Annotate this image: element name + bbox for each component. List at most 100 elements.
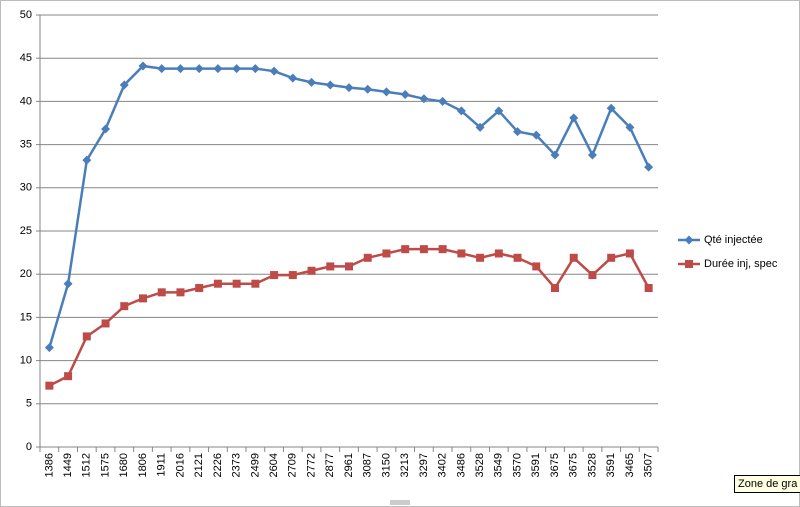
marker <box>101 319 110 328</box>
marker <box>45 381 54 390</box>
marker <box>44 343 54 353</box>
legend-label: Durée inj, spec <box>704 258 778 270</box>
x-tick-label: 3486 <box>455 453 467 477</box>
marker <box>82 155 92 165</box>
marker <box>138 61 148 71</box>
x-tick-label: 2226 <box>212 453 224 477</box>
x-tick-label: 2016 <box>174 453 186 477</box>
x-tick-label: 3675 <box>568 453 580 477</box>
x-tick-label: 3528 <box>474 453 486 477</box>
x-tick-label: 2961 <box>343 453 355 477</box>
marker <box>270 271 279 280</box>
x-tick-label: 2373 <box>231 453 243 477</box>
marker <box>213 279 222 288</box>
x-tick-label: 1575 <box>99 453 111 477</box>
marker <box>250 64 260 74</box>
marker <box>513 127 523 137</box>
marker <box>64 372 73 381</box>
marker <box>232 279 241 288</box>
marker <box>494 106 504 116</box>
x-tick-label: 2121 <box>193 453 205 477</box>
marker <box>419 245 428 254</box>
x-tick-label: 2499 <box>249 453 261 477</box>
marker <box>288 73 298 83</box>
marker <box>176 288 185 297</box>
marker <box>363 84 373 94</box>
marker <box>232 64 242 74</box>
legend-label: Qté injectée <box>704 234 763 246</box>
marker <box>625 122 635 132</box>
x-tick-label: 3528 <box>586 453 598 477</box>
y-tick-label: 0 <box>26 441 32 453</box>
marker <box>213 64 223 74</box>
marker <box>569 253 578 262</box>
tooltip-text: Zone de gra <box>738 478 798 490</box>
x-tick-label: 1449 <box>62 453 74 477</box>
x-tick-label: 1680 <box>118 453 130 477</box>
x-tick-label: 3087 <box>362 453 374 477</box>
marker <box>101 124 111 134</box>
x-tick-label: 2877 <box>324 453 336 477</box>
marker <box>569 113 579 123</box>
marker <box>476 253 485 262</box>
marker <box>475 122 485 132</box>
x-tick-label: 3591 <box>530 453 542 477</box>
marker <box>345 262 353 271</box>
x-tick-label: 1911 <box>156 453 168 477</box>
marker <box>157 64 167 74</box>
marker <box>456 106 466 116</box>
tooltip-box <box>734 475 800 493</box>
marker <box>419 94 429 104</box>
marker <box>457 249 466 258</box>
marker <box>400 89 410 99</box>
x-tick-label: 3549 <box>493 453 505 477</box>
marker <box>288 271 297 280</box>
x-tick-label: 3402 <box>437 453 449 477</box>
marker <box>382 249 391 258</box>
y-tick-label: 30 <box>20 182 32 194</box>
marker <box>251 279 260 288</box>
marker <box>381 87 391 97</box>
marker <box>607 253 616 262</box>
x-tick-label: 1806 <box>137 453 149 477</box>
y-tick-label: 5 <box>26 398 32 410</box>
marker <box>307 77 317 87</box>
resize-handle <box>390 500 410 505</box>
x-tick-label: 3213 <box>399 453 411 477</box>
marker <box>494 249 503 258</box>
marker <box>139 294 147 303</box>
marker <box>194 64 204 74</box>
marker <box>119 80 129 90</box>
marker <box>513 253 522 262</box>
y-tick-label: 20 <box>20 268 32 280</box>
y-tick-label: 35 <box>20 139 32 151</box>
y-tick-label: 50 <box>20 9 32 21</box>
marker <box>684 235 694 245</box>
marker <box>551 284 559 293</box>
marker <box>326 262 335 271</box>
y-tick-label: 25 <box>20 225 32 237</box>
x-tick-label: 3465 <box>624 453 636 477</box>
marker <box>344 83 354 93</box>
marker <box>438 245 447 254</box>
x-tick-label: 3591 <box>605 453 617 477</box>
marker <box>175 64 185 74</box>
marker <box>363 253 372 262</box>
marker <box>438 96 448 106</box>
x-tick-label: 1386 <box>43 453 55 477</box>
marker <box>195 284 204 293</box>
marker <box>685 260 693 268</box>
x-tick-label: 2604 <box>268 453 280 477</box>
x-tick-label: 1512 <box>81 453 93 477</box>
x-tick-label: 3507 <box>643 453 655 477</box>
marker <box>532 262 541 271</box>
marker <box>644 162 654 172</box>
y-tick-label: 10 <box>20 355 32 367</box>
marker <box>587 150 597 160</box>
marker <box>63 279 73 289</box>
marker <box>269 66 279 76</box>
marker <box>82 332 91 341</box>
y-tick-label: 15 <box>20 311 32 323</box>
